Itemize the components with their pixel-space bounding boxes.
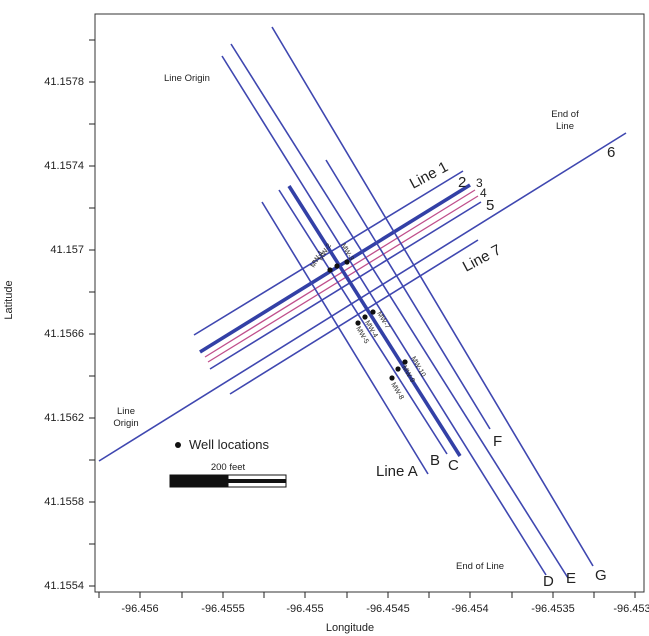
survey-line-6 <box>98 132 627 462</box>
survey-line-c <box>287 185 462 457</box>
annotation-end-of-line-bottom: End of Line <box>456 561 504 572</box>
label-line-a: Line A <box>376 463 418 480</box>
well-marker <box>389 375 395 381</box>
well-label: MW-3 <box>339 243 354 263</box>
label-2: 2 <box>458 174 466 191</box>
annotation-line-origin-left-1: Line <box>117 406 135 417</box>
nw-se-lines <box>221 26 594 579</box>
annotation-line-origin-top: Line Origin <box>164 73 210 84</box>
survey-line-d <box>221 55 547 576</box>
legend-well-label: Well locations <box>189 437 269 452</box>
x-tick-label: -96.455 <box>286 603 323 615</box>
x-tick-label: -96.4555 <box>201 603 244 615</box>
survey-line-2 <box>199 183 471 354</box>
well-label: MW-9 <box>400 365 415 385</box>
x-tick-label: -96.456 <box>121 603 158 615</box>
sw-ne-lines <box>98 132 627 462</box>
survey-line-1 <box>193 170 464 336</box>
survey-line-a <box>261 201 429 475</box>
label-6: 6 <box>607 144 615 161</box>
well-marker <box>327 267 333 273</box>
survey-line-5 <box>209 201 482 370</box>
label-3: 3 <box>476 176 483 190</box>
legend-well-marker <box>175 442 181 448</box>
y-tick-label: 41.1574 <box>44 160 84 172</box>
x-tick-label: -96.454 <box>451 603 488 615</box>
label-e: E <box>566 570 576 587</box>
y-tick-label: 41.1554 <box>44 580 84 592</box>
label-c: C <box>448 457 459 474</box>
y-tick-label: 41.1558 <box>44 496 84 508</box>
survey-line-g <box>271 26 594 567</box>
annotation-line-origin-left-2: Origin <box>113 418 138 429</box>
well-marker <box>402 359 408 365</box>
y-axis-title: Latitude <box>3 280 15 319</box>
y-tick-label: 41.1562 <box>44 412 84 424</box>
scale-bar-inner <box>228 479 286 483</box>
survey-line-4 <box>207 195 479 363</box>
survey-line-7 <box>229 239 479 395</box>
survey-line-e <box>230 43 569 579</box>
label-5: 5 <box>486 197 494 214</box>
plot-frame <box>94 13 645 593</box>
x-axis-ticks <box>98 592 636 598</box>
x-axis-title: Longitude <box>326 622 374 634</box>
label-f: F <box>493 433 502 450</box>
well-marker <box>334 263 340 269</box>
survey-line-f <box>325 159 491 430</box>
label-line-1: Line 1 <box>407 158 451 192</box>
x-tick-label: -96.4535 <box>531 603 574 615</box>
label-b: B <box>430 452 440 469</box>
label-g: G <box>595 567 607 584</box>
well-marker <box>355 320 361 326</box>
label-d: D <box>543 573 554 590</box>
y-tick-label: 41.157 <box>50 244 84 256</box>
well-marker <box>362 314 368 320</box>
well-marker <box>395 366 401 372</box>
y-axis-ticks <box>89 39 95 587</box>
survey-line-b <box>278 189 448 455</box>
well-marker <box>370 309 376 315</box>
scale-bar-black <box>169 474 229 488</box>
well-marker <box>344 259 350 265</box>
annotation-end-of-line-top-2: Line <box>556 121 574 132</box>
y-tick-label: 41.1566 <box>44 328 84 340</box>
label-4: 4 <box>480 186 487 200</box>
x-tick-label: -96.4545 <box>366 603 409 615</box>
survey-line-3 <box>204 189 476 358</box>
annotation-end-of-line-top-1: End of <box>551 109 579 120</box>
y-tick-label: 41.1578 <box>44 76 84 88</box>
scale-bar-label: 200 feet <box>211 462 246 473</box>
x-tick-label: -96.453 <box>613 603 649 615</box>
